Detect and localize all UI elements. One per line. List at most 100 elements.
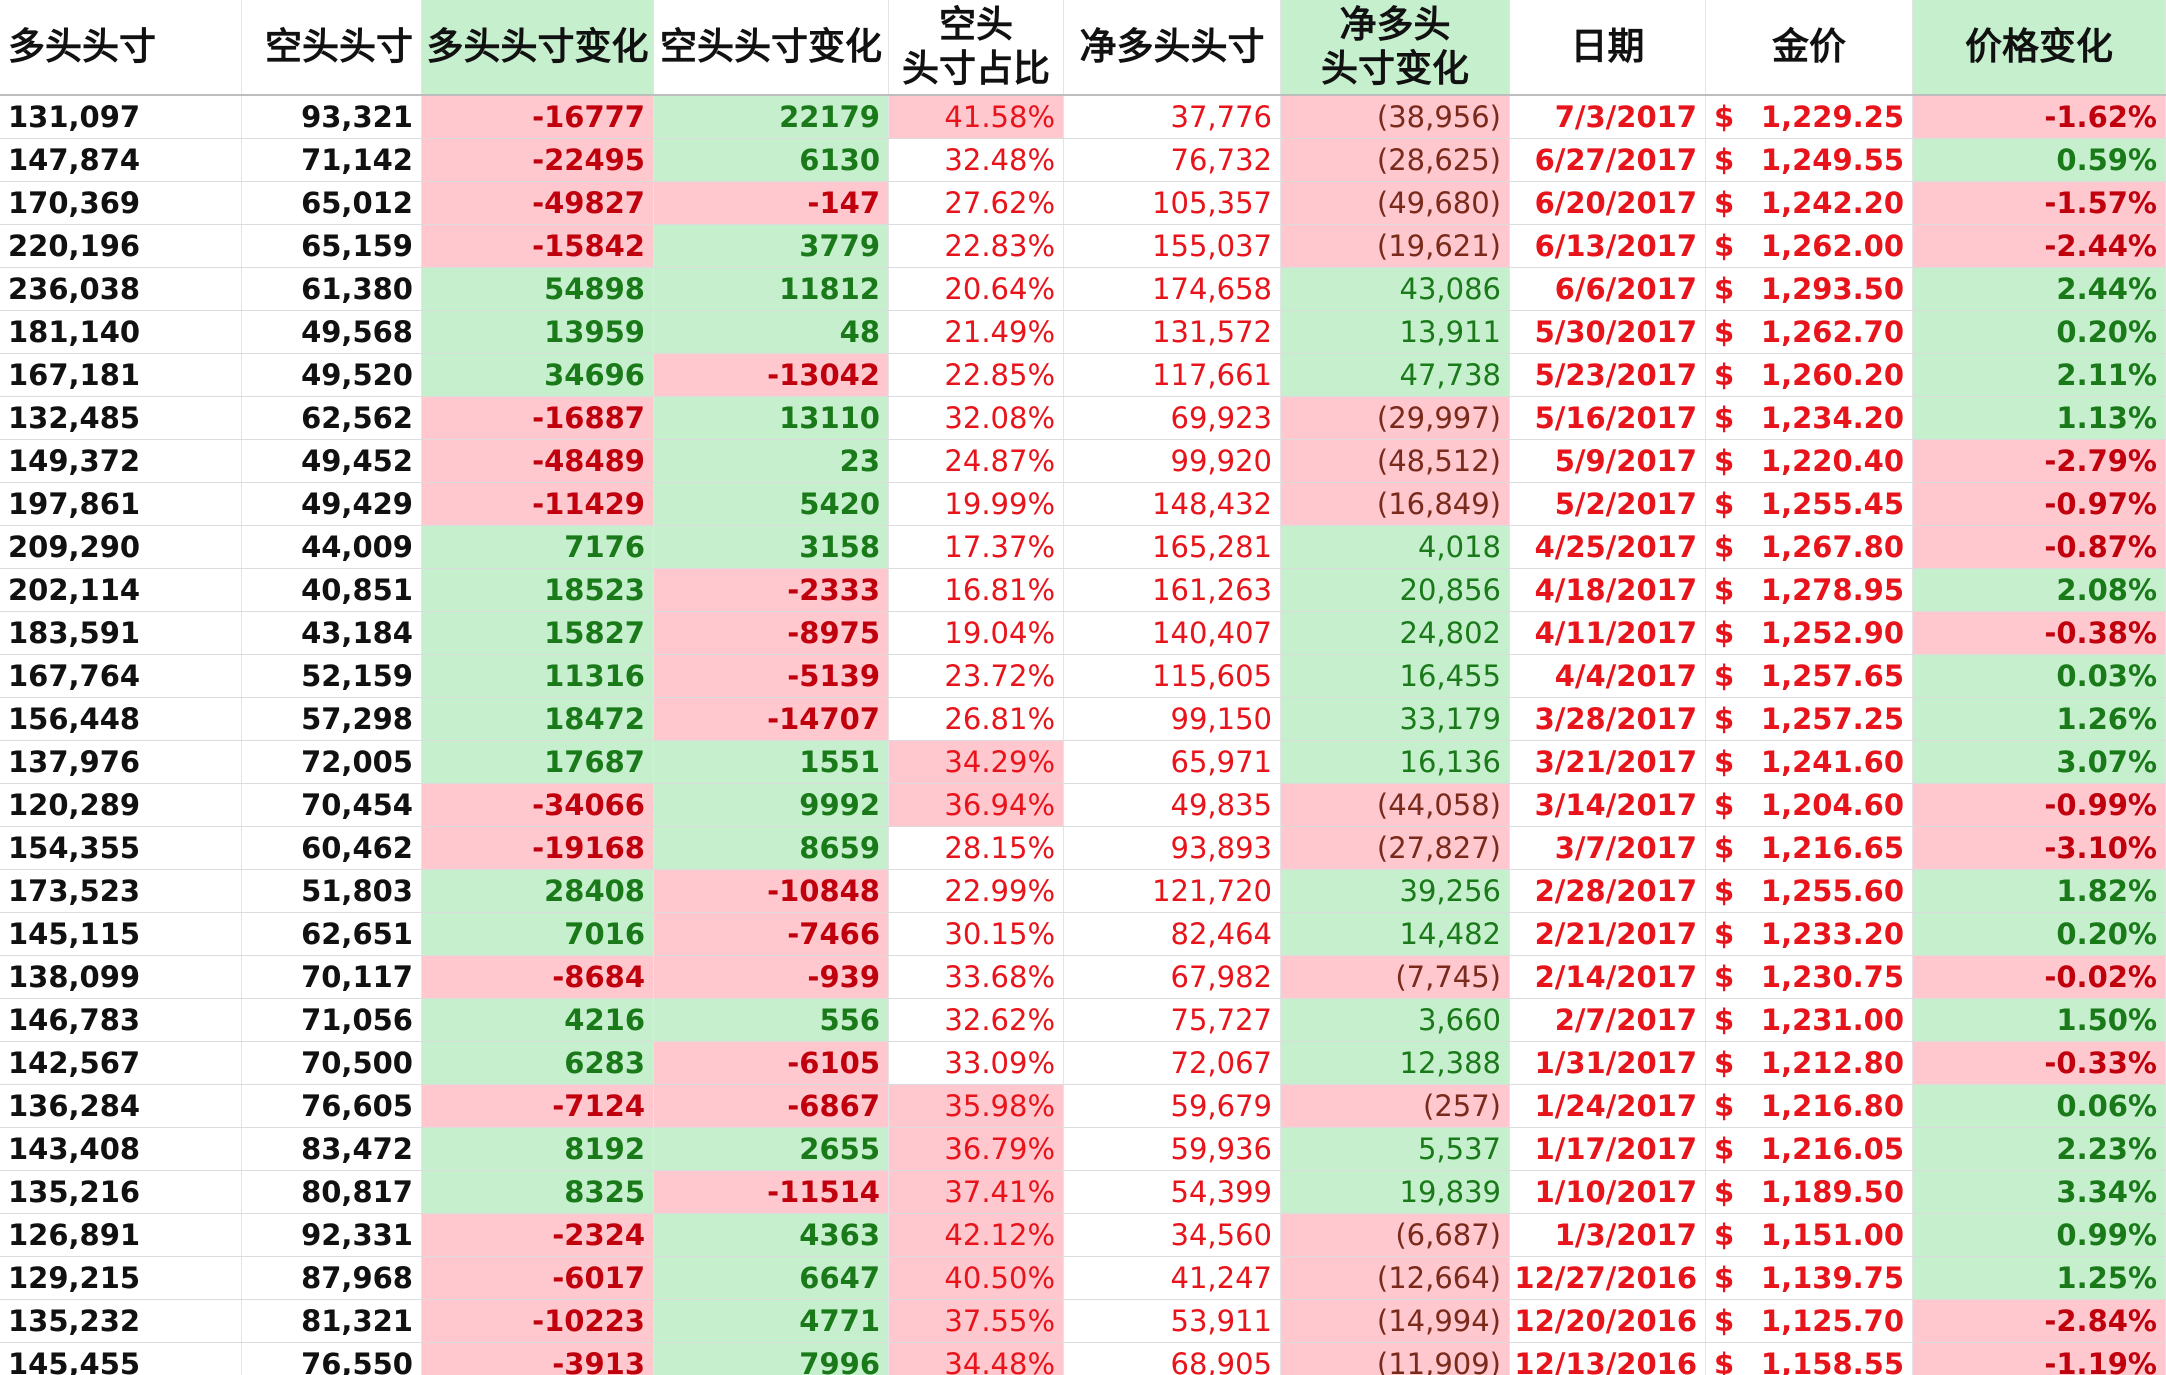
- price-value: 1,242.20: [1760, 186, 1904, 220]
- cell: 28408: [422, 870, 654, 912]
- cell: 19.99%: [889, 483, 1064, 525]
- data-row: 167,181 49,520 34696 -13042 22.85% 117,661 47,…: [0, 354, 2166, 397]
- cell: 3/21/2017: [1510, 741, 1706, 783]
- price-value: 1,151.00: [1760, 1218, 1904, 1252]
- cell: -15842: [422, 225, 654, 267]
- cell: 2.08%: [1913, 569, 2166, 611]
- cell: 7016: [422, 913, 654, 955]
- cell: 99,150: [1064, 698, 1281, 740]
- cell: $1,234.20: [1706, 397, 1913, 439]
- price-value: 1,229.25: [1760, 100, 1904, 134]
- cell: 12/27/2016: [1510, 1257, 1706, 1299]
- header-text: 空头头寸: [265, 25, 413, 68]
- currency: $: [1714, 788, 1735, 822]
- cell: 146,783: [0, 999, 242, 1041]
- cell: 8192: [422, 1128, 654, 1170]
- cell: $1,216.65: [1706, 827, 1913, 869]
- currency: $: [1714, 1218, 1735, 1252]
- cell: 1.26%: [1913, 698, 2166, 740]
- cell: 18523: [422, 569, 654, 611]
- cell: -147: [654, 182, 889, 224]
- price-value: 1,278.95: [1760, 573, 1904, 607]
- header-text: 多头头寸: [8, 25, 156, 68]
- cell: 59,679: [1064, 1085, 1281, 1127]
- cell: 4,018: [1281, 526, 1510, 568]
- cell: 2.23%: [1913, 1128, 2166, 1170]
- cell: (48,512): [1281, 440, 1510, 482]
- cell: (16,849): [1281, 483, 1510, 525]
- cell: 4363: [654, 1214, 889, 1256]
- cell: 57,298: [242, 698, 422, 740]
- price-value: 1,139.75: [1760, 1261, 1904, 1295]
- currency: $: [1714, 874, 1735, 908]
- cell: 3.07%: [1913, 741, 2166, 783]
- price-value: 1,216.05: [1760, 1132, 1904, 1166]
- price-value: 1,216.80: [1760, 1089, 1904, 1123]
- cell: -48489: [422, 440, 654, 482]
- cell: 197,861: [0, 483, 242, 525]
- price-value: 1,216.65: [1760, 831, 1904, 865]
- cell: 80,817: [242, 1171, 422, 1213]
- data-row: 170,369 65,012 -49827 -147 27.62% 105,357 (49,…: [0, 182, 2166, 225]
- data-row: 137,976 72,005 17687 1551 34.29% 65,971 16,136…: [0, 741, 2166, 784]
- cell: -6017: [422, 1257, 654, 1299]
- price-value: 1,241.60: [1760, 745, 1904, 779]
- cell: $1,257.25: [1706, 698, 1913, 740]
- cell: (27,827): [1281, 827, 1510, 869]
- cell: 145,115: [0, 913, 242, 955]
- cell: 23.72%: [889, 655, 1064, 697]
- cell: -2324: [422, 1214, 654, 1256]
- cell: 120,289: [0, 784, 242, 826]
- cell: $1,204.60: [1706, 784, 1913, 826]
- price-value: 1,252.90: [1760, 616, 1904, 650]
- cell: 136,284: [0, 1085, 242, 1127]
- cell: (38,956): [1281, 96, 1510, 138]
- cell: 36.79%: [889, 1128, 1064, 1170]
- cell: 3/14/2017: [1510, 784, 1706, 826]
- data-row: 135,216 80,817 8325 -11514 37.41% 54,399 19,83…: [0, 1171, 2166, 1214]
- cell: 138,099: [0, 956, 242, 998]
- cell: 13,911: [1281, 311, 1510, 353]
- data-row: 183,591 43,184 15827 -8975 19.04% 140,407 24,8…: [0, 612, 2166, 655]
- data-row: 135,232 81,321 -10223 4771 37.55% 53,911 (14,9…: [0, 1300, 2166, 1343]
- cell: (12,664): [1281, 1257, 1510, 1299]
- cell: 9992: [654, 784, 889, 826]
- price-value: 1,262.00: [1760, 229, 1904, 263]
- price-value: 1,189.50: [1760, 1175, 1904, 1209]
- cell: 0.03%: [1913, 655, 2166, 697]
- cell: $1,233.20: [1706, 913, 1913, 955]
- currency: $: [1714, 272, 1735, 306]
- cell: 155,037: [1064, 225, 1281, 267]
- cell: 28.15%: [889, 827, 1064, 869]
- cell: 61,380: [242, 268, 422, 310]
- currency: $: [1714, 444, 1735, 478]
- cell: 3,660: [1281, 999, 1510, 1041]
- cell: -34066: [422, 784, 654, 826]
- cell: 17687: [422, 741, 654, 783]
- cell: 6/6/2017: [1510, 268, 1706, 310]
- cell: 68,905: [1064, 1343, 1281, 1375]
- cell: 65,012: [242, 182, 422, 224]
- cell: $1,257.65: [1706, 655, 1913, 697]
- cell: 115,605: [1064, 655, 1281, 697]
- cell: 76,605: [242, 1085, 422, 1127]
- cell: 12/20/2016: [1510, 1300, 1706, 1342]
- header-text: 空头: [939, 3, 1013, 46]
- cell: 62,562: [242, 397, 422, 439]
- cell: $1,242.20: [1706, 182, 1913, 224]
- cell: $1,229.25: [1706, 96, 1913, 138]
- cell: $1,262.00: [1706, 225, 1913, 267]
- currency: $: [1714, 702, 1735, 736]
- currency: $: [1714, 100, 1735, 134]
- cell: 92,331: [242, 1214, 422, 1256]
- currency: $: [1714, 401, 1735, 435]
- data-row: 236,038 61,380 54898 11812 20.64% 174,658 43,0…: [0, 268, 2166, 311]
- cell: 3.34%: [1913, 1171, 2166, 1213]
- cell: 37,776: [1064, 96, 1281, 138]
- cell: -11514: [654, 1171, 889, 1213]
- data-row: 149,372 49,452 -48489 23 24.87% 99,920 (48,512…: [0, 440, 2166, 483]
- cell: -8975: [654, 612, 889, 654]
- cell: 183,591: [0, 612, 242, 654]
- cell: 34.48%: [889, 1343, 1064, 1375]
- header-cell: 多头头寸变化: [422, 0, 654, 94]
